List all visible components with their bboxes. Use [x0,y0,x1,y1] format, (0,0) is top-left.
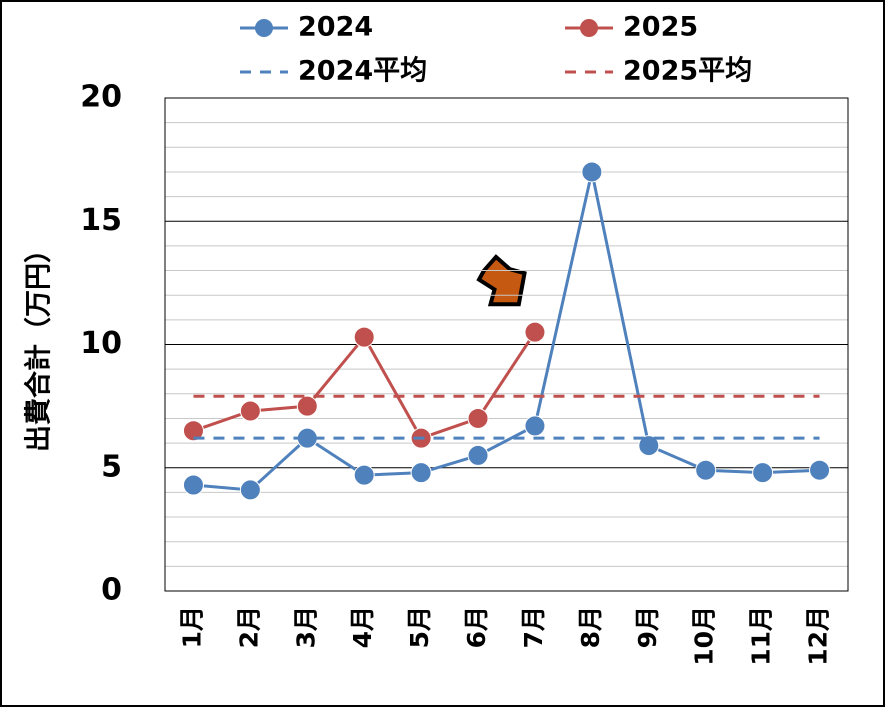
y-tick-label: 15 [80,203,122,238]
point [353,326,375,348]
legend-marker [255,19,273,37]
x-tick-label: 8月 [576,606,605,648]
legend-label: 2025 [623,12,698,43]
legend-marker [580,19,598,37]
point [239,400,261,422]
x-tick-label: 4月 [348,606,377,648]
y-tick-label: 10 [80,326,122,361]
y-tick-label: 0 [101,573,122,608]
point [182,474,204,496]
x-tick-label: 6月 [462,606,491,648]
point [467,407,489,429]
point [182,420,204,442]
x-tick-label: 5月 [405,606,434,648]
legend-label: 2024平均 [298,56,427,87]
point [524,321,546,343]
point [410,462,432,484]
y-tick-label: 5 [101,449,122,484]
x-tick-label: 12月 [804,606,833,666]
legend-label: 2024 [298,12,373,43]
point [524,415,546,437]
point [752,462,774,484]
plot-area [164,97,849,592]
point [353,464,375,486]
x-tick-label: 10月 [690,606,719,666]
x-tick-label: 1月 [177,606,206,648]
point [695,459,717,481]
x-tick-label: 2月 [234,606,263,648]
y-tick-label: 20 [80,80,122,115]
point [467,444,489,466]
legend-label: 2025平均 [623,56,752,87]
point [296,395,318,417]
point [809,459,831,481]
x-tick-label: 9月 [633,606,662,648]
point [239,479,261,501]
point [638,435,660,457]
arrow [476,254,527,307]
x-tick-label: 11月 [747,606,776,666]
y-axis-label: 出費合計（万円） [23,236,55,452]
x-tick-label: 7月 [519,606,548,648]
x-tick-label: 3月 [291,606,320,648]
point [581,161,603,183]
